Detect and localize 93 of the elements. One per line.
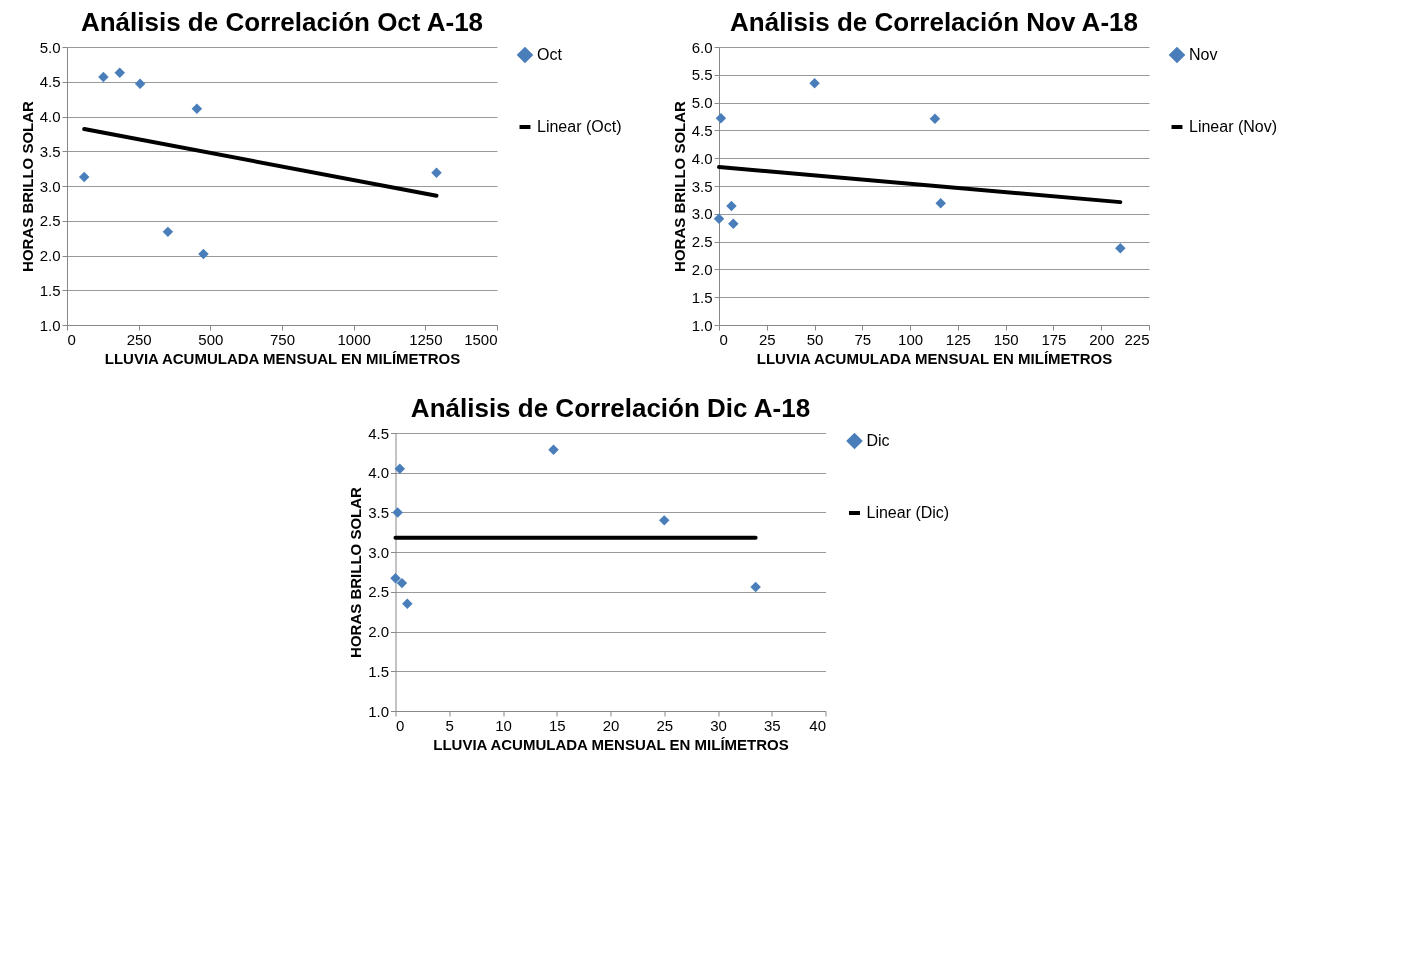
x-tick-label: 0 xyxy=(719,330,728,348)
y-tick-label: 5.0 xyxy=(39,38,61,56)
x-tick-label: 1500 xyxy=(464,330,498,348)
legend-label: Linear (Oct) xyxy=(537,118,622,135)
y-tick-label: 1.5 xyxy=(368,662,389,680)
point xyxy=(392,507,403,518)
y-tick-label: 1.0 xyxy=(39,316,61,334)
x-tick-label: 10 xyxy=(495,716,512,734)
point xyxy=(713,213,725,225)
chart-title: Análisis de Correlación Dic A-18 xyxy=(410,393,811,423)
point xyxy=(198,248,209,260)
y-tick-label: 1.0 xyxy=(691,316,713,334)
x-axis-title: LLUVIA ACUMULADA MENSUAL EN MILÍMETROS xyxy=(756,349,1113,367)
y-tick-label: 3.5 xyxy=(39,142,61,160)
point xyxy=(929,113,941,124)
x-axis-title: LLUVIA ACUMULADA MENSUAL EN MILÍMETROS xyxy=(433,735,789,753)
y-axis-title: HORAS BRILLO SOLAR xyxy=(670,100,688,272)
x-tick-label: 20 xyxy=(602,716,620,734)
y-tick-label: 4.5 xyxy=(691,121,713,139)
y-tick-label: 3.5 xyxy=(691,177,713,195)
x-tick-label: 25 xyxy=(758,330,776,348)
y-tick-label: 5.5 xyxy=(691,66,713,84)
y-tick-label: 5.0 xyxy=(691,94,713,112)
x-tick-label: 0 xyxy=(396,716,405,734)
x-tick-label: 250 xyxy=(126,330,152,348)
point xyxy=(98,71,109,83)
y-tick-label: 2.0 xyxy=(368,623,389,641)
x-tick-label: 1250 xyxy=(409,330,443,348)
legend-label: Linear (Nov) xyxy=(1189,118,1278,135)
x-tick-label: 100 xyxy=(898,330,924,348)
x-tick-label: 750 xyxy=(269,330,296,348)
y-tick-label: 1.5 xyxy=(691,288,713,306)
x-tick-label: 150 xyxy=(993,330,1019,348)
y-tick-label: 3.0 xyxy=(691,205,713,223)
point xyxy=(728,218,739,230)
legend-label: Linear (Dic) xyxy=(866,504,950,521)
x-tick-label: 1000 xyxy=(337,330,371,348)
x-tick-label: 75 xyxy=(854,330,872,348)
point xyxy=(114,67,125,78)
y-tick-label: 2.5 xyxy=(39,212,61,230)
x-tick-label: 225 xyxy=(1124,330,1150,348)
legend-label: Dic xyxy=(866,432,890,449)
x-tick-label: 175 xyxy=(1041,330,1067,348)
point xyxy=(715,112,727,124)
point xyxy=(935,197,946,209)
point xyxy=(659,515,670,526)
x-tick-label: 50 xyxy=(806,330,824,348)
point xyxy=(396,577,408,589)
point xyxy=(548,444,559,455)
y-tick-label: 1.0 xyxy=(368,702,389,720)
legend-label: Oct xyxy=(537,46,563,63)
x-tick-label: 500 xyxy=(198,330,224,348)
point xyxy=(390,573,401,584)
x-tick-label: 25 xyxy=(656,716,674,734)
x-tick-label: 35 xyxy=(763,716,781,734)
y-tick-label: 2.0 xyxy=(39,247,61,264)
x-tick-label: 200 xyxy=(1089,330,1115,348)
y-tick-label: 4.5 xyxy=(39,73,61,91)
point xyxy=(726,200,737,212)
y-tick-label: 2.0 xyxy=(691,260,713,278)
point xyxy=(1115,243,1126,254)
point xyxy=(809,77,820,89)
point xyxy=(78,171,90,183)
y-tick-label: 2.5 xyxy=(691,233,713,251)
chart-title: Análisis de Correlación Nov A-18 xyxy=(730,7,1138,37)
point xyxy=(431,167,442,179)
chart-title: Análisis de Correlación Oct A-18 xyxy=(80,7,484,37)
x-tick-label: 40 xyxy=(809,716,826,734)
y-tick-label: 3.0 xyxy=(368,543,389,561)
y-tick-label: 4.0 xyxy=(39,108,61,125)
y-tick-label: 4.5 xyxy=(368,424,389,442)
x-tick-label: 125 xyxy=(945,330,971,348)
x-axis-title: LLUVIA ACUMULADA MENSUAL EN MILÍMETROS xyxy=(104,349,461,367)
y-tick-label: 3.5 xyxy=(368,503,389,521)
point xyxy=(750,581,761,593)
legend-label: Nov xyxy=(1189,46,1218,63)
y-tick-label: 1.5 xyxy=(39,281,61,299)
x-tick-label: 5 xyxy=(445,716,454,734)
y-tick-label: 6.0 xyxy=(691,38,713,56)
x-tick-label: 0 xyxy=(67,330,76,348)
point xyxy=(402,598,413,610)
x-tick-label: 15 xyxy=(548,716,566,734)
point xyxy=(191,103,203,115)
y-tick-label: 4.0 xyxy=(368,464,389,482)
y-axis-title: HORAS BRILLO SOLAR xyxy=(347,486,365,658)
point xyxy=(394,463,406,474)
x-tick-label: 30 xyxy=(710,716,727,734)
point xyxy=(134,78,146,90)
y-tick-label: 2.5 xyxy=(368,583,389,601)
y-axis-title: HORAS BRILLO SOLAR xyxy=(18,100,36,272)
y-tick-label: 4.0 xyxy=(691,149,713,167)
y-tick-label: 3.0 xyxy=(39,177,61,195)
point xyxy=(162,226,174,238)
